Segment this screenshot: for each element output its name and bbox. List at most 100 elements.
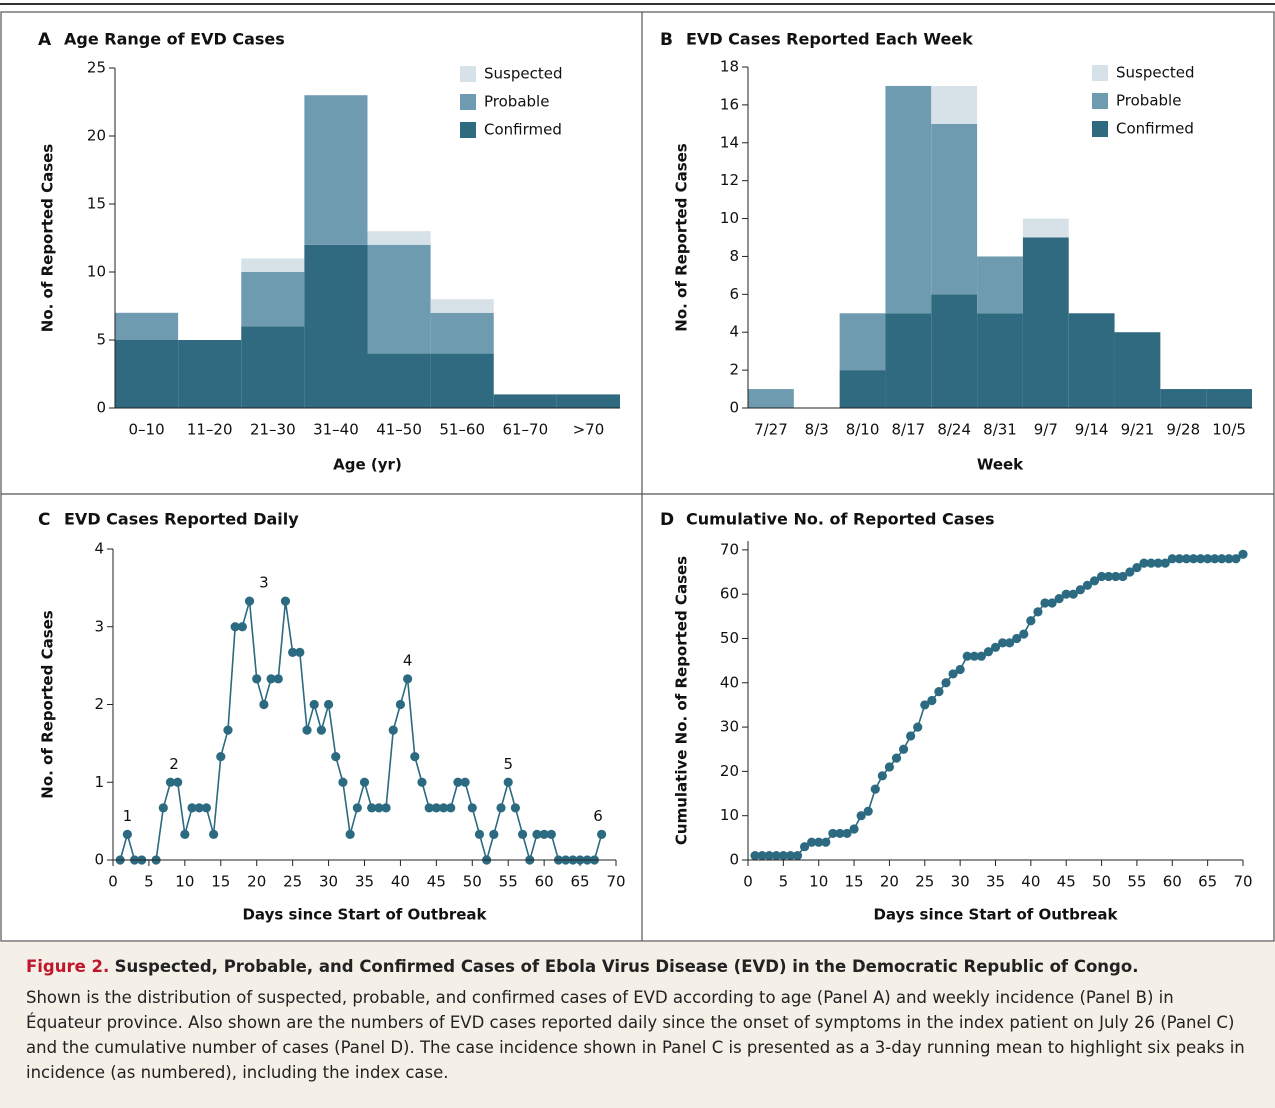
point <box>962 651 972 661</box>
legend-label: Confirmed <box>1116 120 1194 138</box>
point <box>1104 571 1114 582</box>
point <box>799 842 810 852</box>
point <box>792 850 803 861</box>
y-tick-label: 20 <box>720 762 739 780</box>
point <box>1047 598 1057 608</box>
point <box>1174 554 1184 564</box>
point <box>345 829 355 839</box>
point <box>288 647 298 658</box>
point <box>395 699 406 710</box>
point <box>849 824 859 834</box>
bar-segment <box>493 394 557 408</box>
point <box>891 753 902 763</box>
point <box>884 762 895 772</box>
bar-segment <box>1114 332 1161 408</box>
bar-segment <box>1022 218 1069 238</box>
point <box>785 850 796 861</box>
x-tick-label: 15 <box>211 873 230 891</box>
x-tick-label: 25 <box>283 873 302 891</box>
point <box>828 828 838 839</box>
point <box>955 664 965 675</box>
x-tick-label: 35 <box>355 873 374 891</box>
bar-segment <box>430 299 494 313</box>
point <box>821 837 831 847</box>
point <box>835 828 845 839</box>
point <box>1096 571 1107 582</box>
x-tick-label: >70 <box>573 421 605 439</box>
panel-letter: D <box>660 510 674 530</box>
x-tick-label: 0 <box>743 873 753 891</box>
point <box>1195 554 1206 564</box>
y-tick-label: 0 <box>94 851 104 869</box>
point <box>367 803 377 813</box>
x-tick-label: 5 <box>144 873 154 891</box>
x-tick-label: 8/24 <box>937 421 971 439</box>
bar-segment <box>1022 237 1069 408</box>
bar-segment <box>178 340 242 408</box>
bar-segment <box>1206 389 1252 408</box>
legend-label: Confirmed <box>484 121 562 139</box>
y-axis-label: No. of Reported Cases <box>39 610 57 799</box>
x-tick-label: 25 <box>915 873 934 891</box>
y-tick-label: 14 <box>720 133 739 151</box>
bar-segment <box>1160 389 1207 408</box>
y-tick-label: 25 <box>87 59 106 77</box>
x-tick-label: 20 <box>880 873 899 891</box>
bar-segment <box>241 326 305 408</box>
y-tick-label: 30 <box>720 718 739 736</box>
panel-letter: B <box>660 30 673 50</box>
point <box>597 829 607 839</box>
x-axis-label: Age (yr) <box>333 456 402 474</box>
point <box>438 803 449 813</box>
y-tick-label: 10 <box>720 209 739 227</box>
point <box>209 829 219 839</box>
point <box>842 828 852 839</box>
x-tick-label: 50 <box>463 873 482 891</box>
y-tick-label: 3 <box>94 617 104 635</box>
x-tick-label: 41–50 <box>376 421 422 439</box>
point <box>1153 558 1163 568</box>
point <box>266 674 276 684</box>
point <box>1012 633 1022 644</box>
point <box>1139 558 1149 568</box>
point <box>223 725 233 735</box>
point <box>1217 554 1227 564</box>
point <box>474 829 485 839</box>
y-tick-label: 20 <box>87 127 106 145</box>
y-tick-label: 0 <box>729 399 739 417</box>
bar-segment <box>931 123 978 295</box>
point <box>165 777 176 787</box>
point <box>158 803 168 813</box>
point <box>976 651 986 661</box>
point <box>1203 554 1213 564</box>
point <box>403 674 413 684</box>
x-tick-label: 31–40 <box>313 421 359 439</box>
point <box>180 829 190 839</box>
point <box>122 829 132 839</box>
point <box>173 777 183 787</box>
point <box>1033 607 1043 617</box>
panel-title: EVD Cases Reported Each Week <box>686 30 973 49</box>
figure: A Age Range of EVD Cases Age (yr) No. of Re… <box>0 3 1275 942</box>
legend-label: Probable <box>1116 92 1181 110</box>
point <box>410 751 420 762</box>
y-axis-label: Cumulative No. of Reported Cases <box>673 556 691 845</box>
point <box>453 777 463 787</box>
y-tick-label: 40 <box>720 673 739 691</box>
panel-title: EVD Cases Reported Daily <box>64 510 299 529</box>
x-tick-label: 8/3 <box>805 421 829 439</box>
point <box>381 803 391 813</box>
x-tick-label: 45 <box>427 873 446 891</box>
caption-heading: Figure 2. Suspected, Probable, and Confi… <box>26 954 1249 979</box>
legend-swatch <box>460 66 476 82</box>
point <box>1160 558 1170 568</box>
point <box>870 784 880 794</box>
point <box>771 850 781 861</box>
point <box>948 669 958 679</box>
point <box>259 699 269 710</box>
point <box>546 829 556 839</box>
point <box>244 596 255 606</box>
point <box>1040 598 1050 608</box>
bar-segment <box>748 389 794 408</box>
